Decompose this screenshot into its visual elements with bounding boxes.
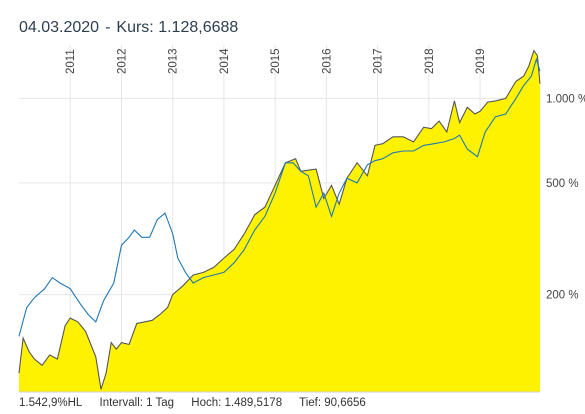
x-tick-label: 2016 [321,48,333,74]
x-tick-label: 2013 [168,48,180,74]
main-series-line [18,49,541,390]
x-tick-label: 2019 [475,48,487,74]
price-value: 1.128,6688 [158,19,239,36]
quote-date: 04.03.2020 [19,19,100,36]
y-tick-label: 200 % [546,290,579,302]
interval-stat: Intervall: 1 Tag [99,397,175,409]
x-tick-label: 2018 [424,48,436,74]
benchmark-series-line [18,57,541,337]
x-tick-label: 2015 [270,48,282,74]
price-label: Kurs: [116,19,154,36]
x-tick-label: 2012 [116,48,128,74]
change-stat: 1.542,9%HL [19,397,83,409]
y-axis-labels: 200 % 500 % 1.000 % [546,93,585,301]
chart-header: 04.03.2020- Kurs: 1.128,6688 [19,19,238,37]
x-axis-year-labels: 2011 2012 2013 2014 2015 2016 2017 2018 2019 [65,48,487,74]
x-tick-label: 2011 [65,49,77,74]
low-stat: Tief: 90,6656 [299,397,366,409]
x-tick-label: 2017 [373,48,385,74]
high-stat: Hoch: 1.489,5178 [191,397,283,409]
y-tick-label: 500 % [546,178,579,190]
chart-footer: 1.542,9%HL Intervall: 1 Tag Hoch: 1.489,… [19,397,380,409]
x-tick-label: 2014 [219,48,231,74]
y-tick-label: 1.000 % [546,93,585,105]
main-area-fill [19,50,540,392]
header-separator: - [105,19,111,36]
